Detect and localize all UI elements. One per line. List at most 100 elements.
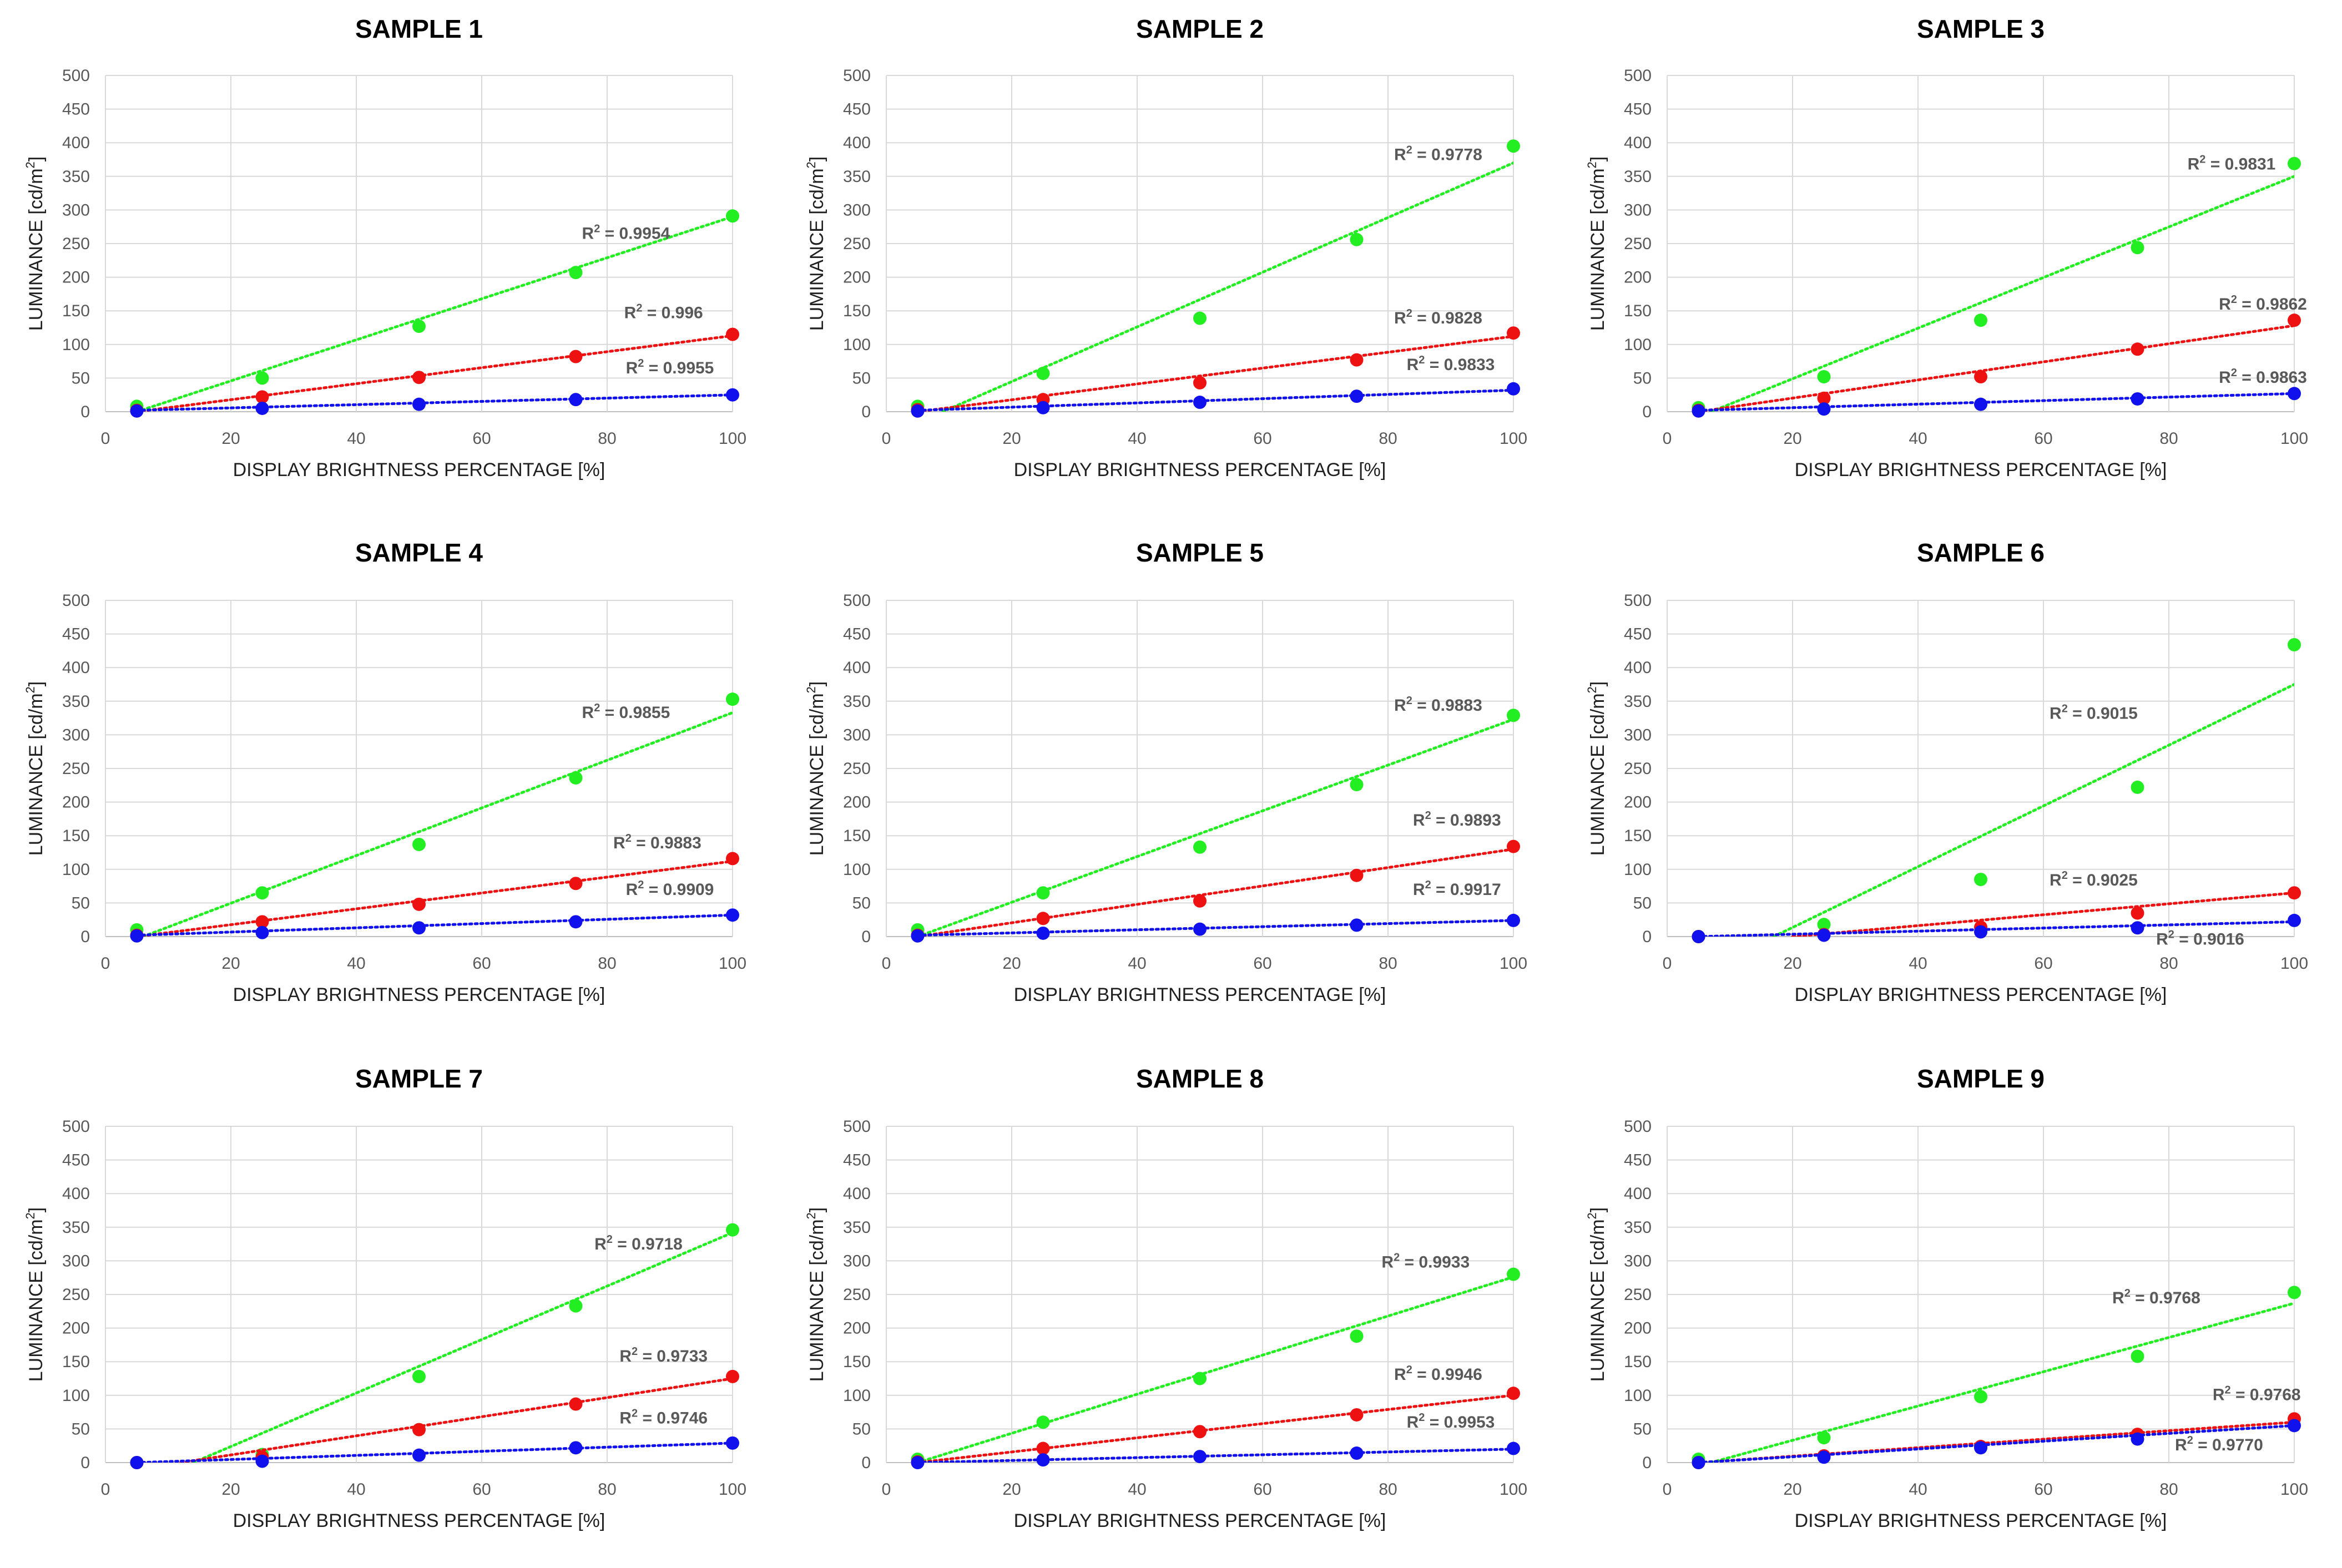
data-point-green [1507,709,1520,722]
series-green: R2 = 0.9015 [1692,638,2301,943]
data-point-green [2131,780,2144,794]
y-tick-label: 500 [1624,67,1652,85]
data-point-red [2288,886,2301,900]
trendline-green [916,718,1513,937]
y-tick-label: 100 [1624,336,1652,354]
y-tick-label: 400 [1624,134,1652,152]
y-tick-label: 200 [62,793,90,812]
data-point-red [2131,906,2144,920]
data-point-blue [2131,392,2144,406]
trendline-green [916,1275,1513,1463]
y-tick-label: 500 [843,1117,871,1136]
data-point-red [1350,868,1364,882]
chart-svg: SAMPLE 3 0 50 100 150 200 250 300 350 400 450 500 0 2… [1585,14,2308,480]
data-point-blue [255,401,269,415]
trendline-blue [1697,920,2294,937]
trendline-blue [916,919,1513,937]
data-point-blue [255,925,269,939]
data-point-green [2288,156,2301,170]
y-tick-label: 150 [1624,302,1652,320]
y-axis-label: LUMINANCE [cd/m2] [23,156,47,331]
data-point-red [1193,1425,1207,1439]
chart-panel-8: SAMPLE 8 0 50 100 150 200 250 300 350 400 450 500 0 2… [781,1051,1561,1568]
data-point-green [255,886,269,900]
r2-label-red: R2 = 0.9025 [2050,869,2138,889]
y-tick-label: 350 [843,1218,871,1237]
data-point-blue [726,388,739,402]
series-green: R2 = 0.9768 [1692,1286,2301,1466]
y-tick-label: 0 [80,928,90,946]
y-tick-label: 350 [62,1218,90,1237]
y-tick-label: 0 [861,928,871,946]
trendline-blue [1697,1424,2294,1463]
chart-panel-4: SAMPLE 4 0 50 100 150 200 250 300 350 400 450 500 0 2… [0,525,780,1042]
y-tick-label: 400 [62,134,90,152]
data-point-blue [1817,928,1831,942]
data-point-green [1036,1415,1050,1429]
series-green: R2 = 0.9831 [1692,154,2301,414]
trendline-green [1709,175,2294,412]
y-tick-label: 400 [62,659,90,677]
r2-label-green: R2 = 0.9883 [1394,695,1482,715]
y-tick-label: 450 [1624,1151,1652,1170]
y-tick-label: 300 [1624,726,1652,744]
x-tick-label: 80 [2159,429,2178,448]
y-tick-label: 150 [1624,827,1652,845]
x-tick-label: 60 [472,954,491,973]
x-tick-label: 80 [598,1480,616,1499]
y-tick-label: 150 [62,1353,90,1371]
r2-label-red: R2 = 0.996 [624,302,703,322]
y-tick-label: 300 [843,726,871,744]
trendline-red [179,1377,733,1463]
x-axis-label: DISPLAY BRIGHTNESS PERCENTAGE [%] [233,1510,605,1531]
x-axis-label: DISPLAY BRIGHTNESS PERCENTAGE [%] [1795,1510,2167,1531]
x-tick-label: 40 [1128,429,1146,448]
data-point-blue [911,1456,925,1469]
trendline-green [135,215,733,412]
data-point-blue [569,915,583,929]
y-tick-label: 300 [1624,1252,1652,1270]
data-point-green [412,837,426,851]
r2-label-red: R2 = 0.9883 [613,832,701,852]
series-blue: R2 = 0.9770 [1692,1419,2301,1469]
x-tick-label: 60 [1253,954,1271,973]
data-point-blue [1350,390,1364,403]
data-point-red [412,371,426,385]
y-tick-label: 400 [843,134,871,152]
y-tick-label: 450 [62,100,90,119]
r2-label-blue: R2 = 0.9953 [1407,1412,1495,1432]
y-tick-label: 250 [1624,760,1652,778]
x-tick-label: 40 [1909,954,1927,973]
y-tick-label: 300 [62,726,90,744]
data-point-green [2131,1349,2144,1363]
x-tick-label: 40 [1909,1480,1927,1499]
data-point-red [1507,326,1520,340]
series-blue: R2 = 0.9953 [911,1412,1520,1469]
trendline-red [916,1394,1513,1463]
data-point-blue [2131,1432,2144,1446]
data-point-red [255,915,269,929]
y-tick-label: 50 [1633,369,1652,387]
y-tick-label: 100 [62,1387,90,1405]
series-blue: R2 = 0.9746 [130,1408,739,1469]
x-tick-label: 40 [347,954,365,973]
y-tick-label: 50 [72,369,90,387]
y-tick-label: 300 [62,1252,90,1270]
y-axis-label: LUMINANCE [cd/m2] [804,156,827,331]
y-tick-label: 400 [843,659,871,677]
x-tick-label: 20 [221,954,240,973]
y-tick-label: 150 [62,827,90,845]
y-tick-label: 100 [62,861,90,879]
data-point-blue [1692,1456,1705,1469]
series-red: R2 = 0.996 [130,302,739,417]
trendline-green [142,711,733,937]
data-point-blue [1974,925,1987,939]
trendline-green [941,161,1513,412]
trendline-red [135,334,733,412]
r2-label-blue: R2 = 0.9016 [2156,929,2244,949]
data-point-green [726,692,739,706]
data-point-blue [412,397,426,411]
data-point-blue [911,929,925,943]
x-tick-label: 40 [1909,429,1927,448]
